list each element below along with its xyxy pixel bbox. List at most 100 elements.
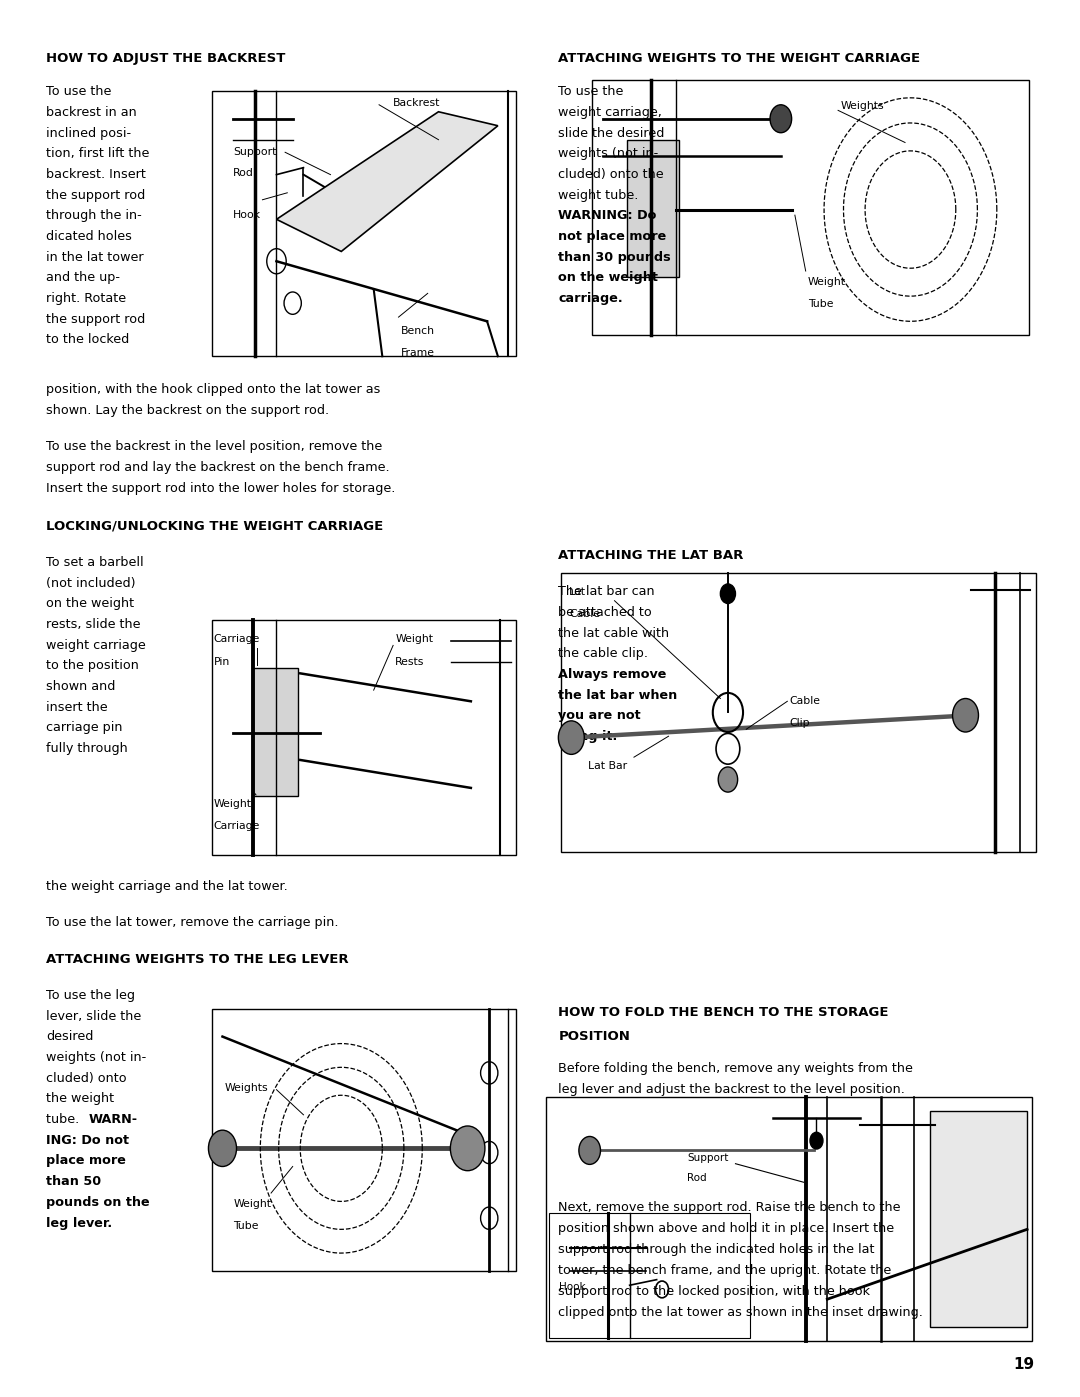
Text: Support: Support — [233, 147, 276, 156]
Text: Weight: Weight — [395, 634, 433, 644]
Text: POSITION: POSITION — [558, 1030, 631, 1042]
Text: tower, the bench frame, and the upright. Rotate the: tower, the bench frame, and the upright.… — [558, 1264, 892, 1277]
Text: the cable clip.: the cable clip. — [558, 647, 648, 661]
Text: the lat cable with: the lat cable with — [558, 627, 670, 640]
Text: weight carriage: weight carriage — [46, 638, 146, 652]
Text: the lat bar when: the lat bar when — [558, 689, 677, 701]
Text: cluded) onto: cluded) onto — [46, 1071, 127, 1085]
Text: insert the: insert the — [46, 701, 108, 714]
Text: Lat Bar: Lat Bar — [588, 761, 626, 771]
Text: Tube: Tube — [233, 1221, 259, 1231]
Circle shape — [208, 1130, 237, 1166]
Text: Weight: Weight — [233, 1199, 271, 1208]
Text: Insert the support rod into the lower holes for storage.: Insert the support rod into the lower ho… — [46, 482, 395, 495]
Bar — [212, 91, 516, 356]
Text: the support rod: the support rod — [46, 313, 146, 326]
Bar — [212, 620, 516, 855]
Text: lever, slide the: lever, slide the — [46, 1010, 141, 1023]
Bar — [546, 1097, 1032, 1341]
Text: backrest. Insert: backrest. Insert — [46, 168, 146, 182]
Text: To use the backrest in the level position, remove the: To use the backrest in the level positio… — [46, 440, 382, 453]
Text: Frame: Frame — [401, 348, 434, 358]
Text: position, with the hook clipped onto the lat tower as: position, with the hook clipped onto the… — [46, 383, 381, 395]
Text: Carriage: Carriage — [214, 821, 260, 831]
Text: dicated holes: dicated holes — [46, 231, 133, 243]
Text: right. Rotate: right. Rotate — [46, 292, 126, 305]
Circle shape — [718, 767, 738, 792]
Text: The lat bar can: The lat bar can — [558, 585, 654, 598]
Text: desired: desired — [46, 1031, 94, 1044]
Text: Bench: Bench — [401, 326, 434, 335]
Bar — [930, 1111, 1027, 1327]
Text: rests, slide the: rests, slide the — [46, 617, 140, 631]
Text: WARNING: Do: WARNING: Do — [558, 210, 657, 222]
Circle shape — [579, 1137, 600, 1165]
Text: shown. Lay the backrest on the support rod.: shown. Lay the backrest on the support r… — [46, 404, 329, 416]
Text: to the locked: to the locked — [46, 334, 130, 346]
Text: not place more: not place more — [558, 231, 666, 243]
Text: Rod: Rod — [687, 1173, 706, 1183]
Text: on the weight: on the weight — [46, 598, 135, 610]
Text: tube.: tube. — [46, 1113, 83, 1126]
Text: Weights: Weights — [225, 1083, 268, 1092]
Text: the support rod: the support rod — [46, 189, 146, 201]
Text: slide the desired: slide the desired — [558, 127, 664, 140]
Text: fully through: fully through — [46, 742, 129, 756]
Bar — [549, 1213, 750, 1338]
Text: Tube: Tube — [808, 299, 834, 309]
Text: Weights: Weights — [840, 101, 883, 110]
Text: the weight carriage and the lat tower.: the weight carriage and the lat tower. — [46, 880, 288, 893]
Text: in the lat tower: in the lat tower — [46, 250, 144, 264]
Text: Lat: Lat — [569, 587, 586, 597]
Bar — [253, 668, 298, 796]
Text: Pin: Pin — [214, 657, 230, 666]
Text: Carriage: Carriage — [214, 634, 260, 644]
Text: Rod: Rod — [233, 168, 254, 177]
Text: To use the: To use the — [558, 85, 624, 98]
Text: weight tube.: weight tube. — [558, 189, 638, 201]
Text: To use the leg: To use the leg — [46, 989, 135, 1002]
Text: HOW TO ADJUST THE BACKREST: HOW TO ADJUST THE BACKREST — [46, 53, 286, 66]
Text: weights (not in-: weights (not in- — [46, 1051, 147, 1065]
Text: Cable: Cable — [569, 609, 600, 619]
Text: clipped onto the lat tower as shown in the inset drawing.: clipped onto the lat tower as shown in t… — [558, 1306, 923, 1319]
Text: carriage pin: carriage pin — [46, 721, 123, 735]
Text: LOCKING/UNLOCKING THE WEIGHT CARRIAGE: LOCKING/UNLOCKING THE WEIGHT CARRIAGE — [46, 520, 383, 532]
Text: Next, remove the support rod. Raise the bench to the: Next, remove the support rod. Raise the … — [558, 1201, 901, 1214]
Bar — [592, 80, 1029, 335]
Text: 19: 19 — [1013, 1356, 1035, 1372]
Text: tion, first lift the: tion, first lift the — [46, 147, 150, 161]
Text: leg lever.: leg lever. — [46, 1217, 112, 1229]
Text: than 50: than 50 — [46, 1175, 102, 1189]
Text: ATTACHING WEIGHTS TO THE WEIGHT CARRIAGE: ATTACHING WEIGHTS TO THE WEIGHT CARRIAGE — [558, 53, 920, 66]
Bar — [627, 140, 679, 277]
Text: Weight: Weight — [214, 799, 252, 809]
Circle shape — [953, 698, 978, 732]
Circle shape — [720, 584, 735, 604]
Text: using it.: using it. — [558, 731, 618, 743]
Text: Clip: Clip — [789, 718, 810, 728]
Text: backrest in an: backrest in an — [46, 106, 137, 119]
Text: pounds on the: pounds on the — [46, 1196, 150, 1208]
Text: shown and: shown and — [46, 680, 116, 693]
Text: weights (not in-: weights (not in- — [558, 147, 659, 161]
Bar — [561, 573, 1036, 852]
Text: position shown above and hold it in place. Insert the: position shown above and hold it in plac… — [558, 1222, 894, 1235]
Text: To use the: To use the — [46, 85, 112, 98]
Polygon shape — [276, 112, 498, 251]
Circle shape — [810, 1132, 823, 1148]
Bar — [212, 1009, 516, 1271]
Text: Support: Support — [687, 1153, 728, 1162]
Text: leg lever and adjust the backrest to the level position.: leg lever and adjust the backrest to the… — [558, 1083, 905, 1095]
Text: and the up-: and the up- — [46, 271, 121, 285]
Text: Weight: Weight — [808, 277, 846, 286]
Text: be attached to: be attached to — [558, 606, 652, 619]
Text: Hook: Hook — [233, 210, 261, 219]
Text: support rod and lay the backrest on the bench frame.: support rod and lay the backrest on the … — [46, 461, 390, 474]
Text: (not included): (not included) — [46, 577, 136, 590]
Circle shape — [558, 721, 584, 754]
Text: weight carriage,: weight carriage, — [558, 106, 662, 119]
Circle shape — [770, 105, 792, 133]
Text: Rests: Rests — [395, 657, 424, 666]
Text: on the weight: on the weight — [558, 271, 658, 285]
